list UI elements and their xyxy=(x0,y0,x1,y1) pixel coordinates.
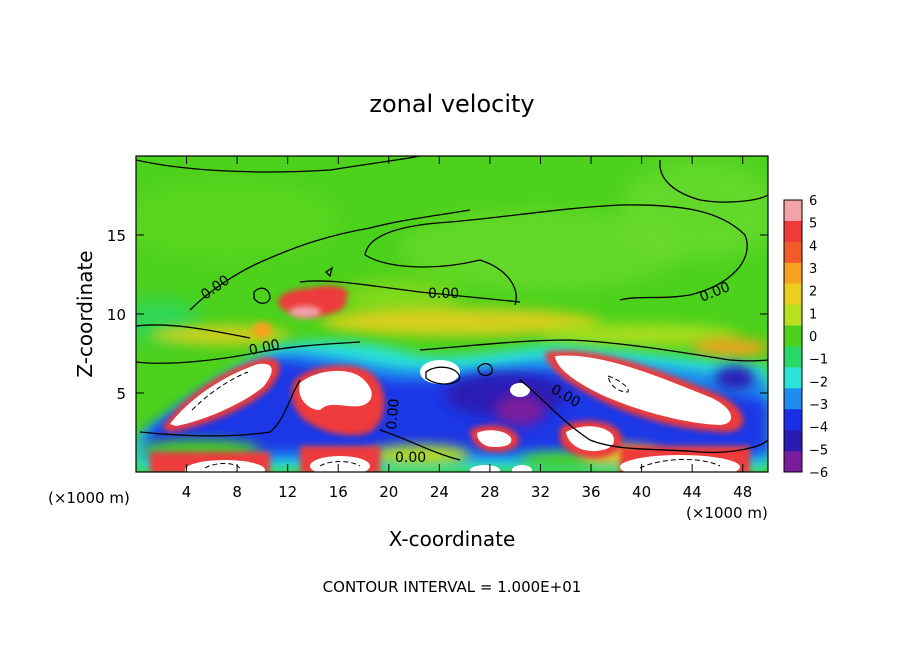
x-tick-label: 44 xyxy=(683,483,702,501)
contour-label: 0.00 xyxy=(395,450,426,466)
contour-interval-text: CONTOUR INTERVAL = 1.000E+01 xyxy=(323,578,582,596)
colorbar-tick-label: 0 xyxy=(809,330,817,345)
colorbar-swatch xyxy=(784,200,802,222)
colorbar-tick-label: 2 xyxy=(809,285,817,300)
contour-label: 0.00 xyxy=(428,286,459,302)
colorbar-tick-label: −4 xyxy=(809,421,828,436)
x-tick-label: 40 xyxy=(632,483,651,501)
colorbar-swatch xyxy=(784,283,802,306)
y-tick-label: 15 xyxy=(107,227,126,245)
colorbar-swatch xyxy=(784,325,802,347)
colorbar-swatch xyxy=(784,220,802,243)
colorbar-swatch xyxy=(784,388,802,410)
y-ticks: 5 10 15 xyxy=(107,227,768,403)
x-axis-label: X-coordinate xyxy=(389,527,516,551)
colorbar-tick-label: 3 xyxy=(809,262,817,277)
y-tick-label: 5 xyxy=(116,385,126,403)
x-tick-label: 48 xyxy=(733,483,752,501)
contour-lines xyxy=(136,156,768,461)
heatmap-field: 0.00 0.00 0.00 0.00 0.00 0.00 0.00 xyxy=(136,156,768,472)
colorbar-swatch xyxy=(784,346,802,368)
negative-contour-lines xyxy=(191,371,721,469)
x-tick-label: 12 xyxy=(278,483,297,501)
x-tick-label: 32 xyxy=(531,483,550,501)
colorbar-tick-label: 1 xyxy=(809,307,817,322)
colorbar-swatch xyxy=(784,367,802,389)
colorbar-swatch xyxy=(784,304,802,327)
x-tick-label: 4 xyxy=(182,483,192,501)
colorbar-swatch xyxy=(784,262,802,285)
chart-title: zonal velocity xyxy=(369,90,534,118)
y-tick-label: 10 xyxy=(107,306,126,324)
colorbar-swatch xyxy=(784,451,802,473)
colorbar xyxy=(784,200,802,473)
x-tick-label: 28 xyxy=(480,483,499,501)
x-unit-label-left: (×1000 m) xyxy=(48,489,130,507)
x-unit-label-right: (×1000 m) xyxy=(686,504,768,522)
colorbar-tick-label: −1 xyxy=(809,353,828,368)
x-tick-label: 36 xyxy=(581,483,600,501)
colorbar-tick-label: −6 xyxy=(809,466,828,481)
colorbar-tick-label: 6 xyxy=(809,194,817,209)
colorbar-tick-label: −3 xyxy=(809,398,828,413)
colorbar-tick-label: −5 xyxy=(809,443,828,458)
x-tick-label: 8 xyxy=(232,483,242,501)
x-tick-label: 24 xyxy=(430,483,449,501)
colorbar-swatch xyxy=(784,430,802,452)
contour-label: 0.00 xyxy=(384,398,403,430)
colorbar-swatch xyxy=(784,409,802,431)
colorbar-frame xyxy=(783,199,803,473)
contour-label: 0.00 xyxy=(248,337,282,359)
x-tick-label: 20 xyxy=(379,483,398,501)
colorbar-tick-label: 4 xyxy=(809,239,817,254)
y-axis-label: Z-coordinate xyxy=(73,250,97,377)
colorbar-ticks: 6 5 4 3 2 1 0 −1 −2 −3 −4 −5 −6 xyxy=(809,194,828,481)
colorbar-tick-label: −2 xyxy=(809,375,828,390)
x-ticks: 4 8 12 16 20 24 28 32 36 40 44 48 xyxy=(182,156,752,501)
colorbar-swatch xyxy=(784,241,802,264)
x-tick-label: 16 xyxy=(329,483,348,501)
colorbar-tick-label: 5 xyxy=(809,217,817,232)
